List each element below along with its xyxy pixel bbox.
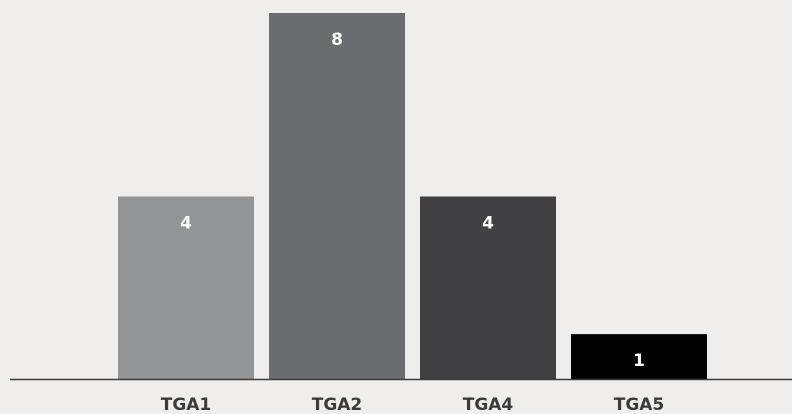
bar-tga1: [118, 196, 254, 380]
data-label-tga2: 8: [331, 30, 343, 50]
bars-group: [118, 13, 707, 380]
data-label-tga1: 4: [180, 214, 192, 234]
data-label-tga5: 1: [633, 351, 645, 371]
x-tick-label-tga5: TGA5: [614, 395, 665, 414]
x-tick-label-tga1: TGA1: [161, 395, 212, 414]
data-label-tga4: 4: [482, 214, 494, 234]
x-tick-label-tga4: TGA4: [463, 395, 514, 414]
x-tick-label-tga2: TGA2: [312, 395, 363, 414]
bar-tga4: [420, 196, 556, 380]
bar-tga2: [269, 13, 405, 380]
bar-tga5: [571, 334, 707, 380]
data-labels-group: 4 8 4 1: [180, 30, 645, 371]
x-tick-labels-group: TGA1 TGA2 TGA4 TGA5: [161, 395, 665, 414]
